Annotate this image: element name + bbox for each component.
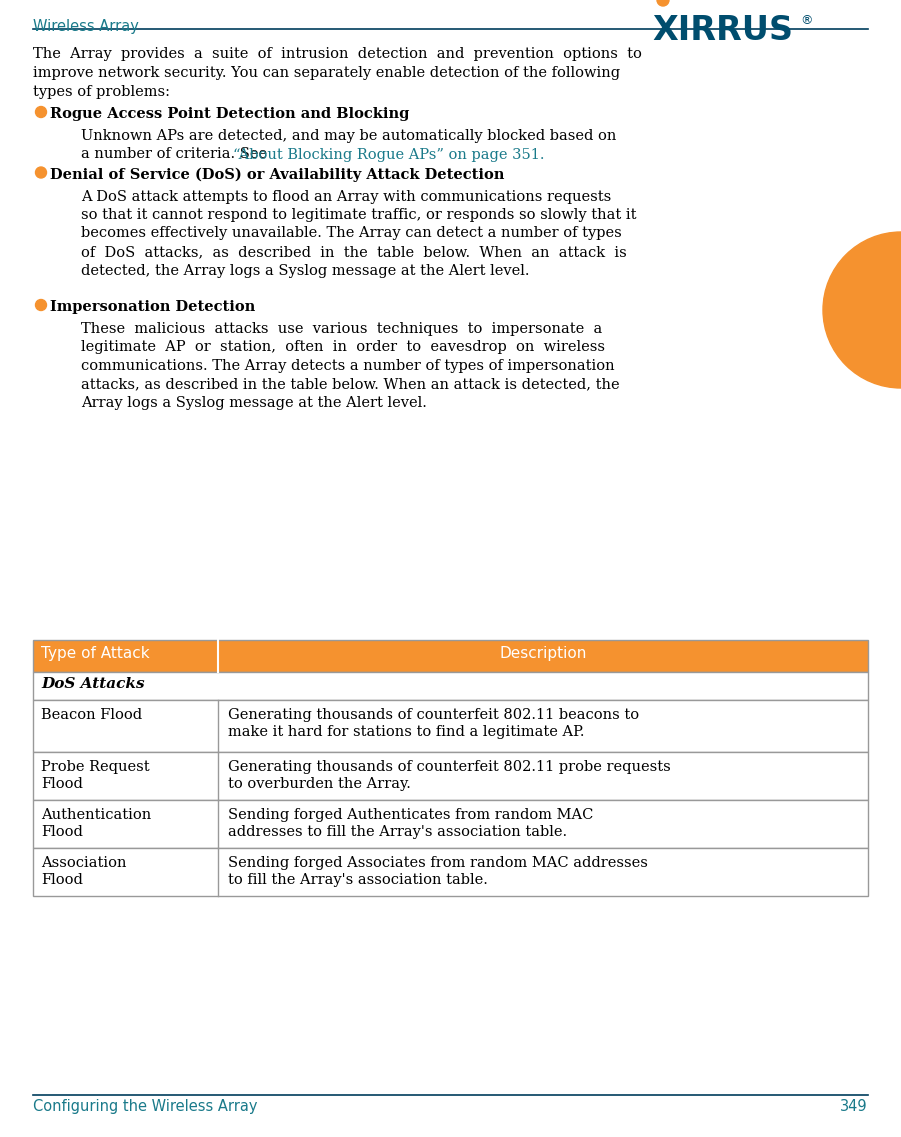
Text: A DoS attack attempts to flood an Array with communications requests: A DoS attack attempts to flood an Array …: [81, 190, 611, 204]
Text: attacks, as described in the table below. When an attack is detected, the: attacks, as described in the table below…: [81, 377, 620, 391]
Circle shape: [35, 107, 47, 117]
Text: 349: 349: [841, 1099, 868, 1114]
Wedge shape: [823, 232, 901, 388]
Bar: [33, 672, 868, 700]
Circle shape: [35, 167, 47, 179]
Bar: [33, 800, 868, 848]
Text: The  Array  provides  a  suite  of  intrusion  detection  and  prevention  optio: The Array provides a suite of intrusion …: [33, 47, 642, 61]
Bar: [33, 848, 868, 896]
Text: Flood: Flood: [41, 873, 83, 887]
Text: legitimate  AP  or  station,  often  in  order  to  eavesdrop  on  wireless: legitimate AP or station, often in order…: [81, 340, 605, 355]
Bar: [33, 700, 868, 752]
Text: Probe Request: Probe Request: [41, 760, 150, 774]
Text: communications. The Array detects a number of types of impersonation: communications. The Array detects a numb…: [81, 359, 614, 373]
Text: Rogue Access Point Detection and Blocking: Rogue Access Point Detection and Blockin…: [50, 107, 409, 121]
Text: Sending forged Associates from random MAC addresses: Sending forged Associates from random MA…: [228, 856, 648, 870]
Text: ®: ®: [800, 14, 813, 27]
Text: These  malicious  attacks  use  various  techniques  to  impersonate  a: These malicious attacks use various tech…: [81, 322, 602, 337]
Text: XIRRUS: XIRRUS: [652, 14, 793, 47]
Text: Wireless Array: Wireless Array: [33, 19, 139, 34]
Text: Association: Association: [41, 856, 126, 870]
Text: “About Blocking Rogue APs” on page 351.: “About Blocking Rogue APs” on page 351.: [233, 148, 544, 161]
Text: Beacon Flood: Beacon Flood: [41, 708, 142, 722]
Text: to overburden the Array.: to overburden the Array.: [228, 777, 411, 791]
Text: addresses to fill the Array's association table.: addresses to fill the Array's associatio…: [228, 825, 567, 839]
Text: make it hard for stations to find a legitimate AP.: make it hard for stations to find a legi…: [228, 725, 585, 739]
Text: so that it cannot respond to legitimate traffic, or responds so slowly that it: so that it cannot respond to legitimate …: [81, 208, 636, 222]
Text: Sending forged Authenticates from random MAC: Sending forged Authenticates from random…: [228, 808, 594, 822]
Text: Type of Attack: Type of Attack: [41, 646, 150, 661]
Text: Denial of Service (DoS) or Availability Attack Detection: Denial of Service (DoS) or Availability …: [50, 167, 505, 182]
Text: Generating thousands of counterfeit 802.11 beacons to: Generating thousands of counterfeit 802.…: [228, 708, 639, 722]
Text: DoS Attacks: DoS Attacks: [41, 677, 145, 691]
Text: Authentication: Authentication: [41, 808, 151, 822]
Text: Description: Description: [499, 646, 587, 661]
Bar: [33, 640, 868, 672]
Text: Impersonation Detection: Impersonation Detection: [50, 300, 255, 314]
Text: Flood: Flood: [41, 777, 83, 791]
Circle shape: [35, 299, 47, 310]
Text: detected, the Array logs a Syslog message at the Alert level.: detected, the Array logs a Syslog messag…: [81, 264, 530, 277]
Bar: [33, 752, 868, 800]
Text: Unknown APs are detected, and may be automatically blocked based on: Unknown APs are detected, and may be aut…: [81, 128, 616, 143]
Text: Generating thousands of counterfeit 802.11 probe requests: Generating thousands of counterfeit 802.…: [228, 760, 670, 774]
Text: to fill the Array's association table.: to fill the Array's association table.: [228, 873, 487, 887]
Text: a number of criteria. See: a number of criteria. See: [81, 148, 272, 161]
Text: becomes effectively unavailable. The Array can detect a number of types: becomes effectively unavailable. The Arr…: [81, 226, 622, 241]
Text: improve network security. You can separately enable detection of the following: improve network security. You can separa…: [33, 66, 620, 80]
Text: Configuring the Wireless Array: Configuring the Wireless Array: [33, 1099, 258, 1114]
Circle shape: [657, 0, 669, 6]
Text: of  DoS  attacks,  as  described  in  the  table  below.  When  an  attack  is: of DoS attacks, as described in the tabl…: [81, 244, 627, 259]
Text: Array logs a Syslog message at the Alert level.: Array logs a Syslog message at the Alert…: [81, 396, 427, 410]
Text: types of problems:: types of problems:: [33, 85, 170, 99]
Text: Flood: Flood: [41, 825, 83, 839]
